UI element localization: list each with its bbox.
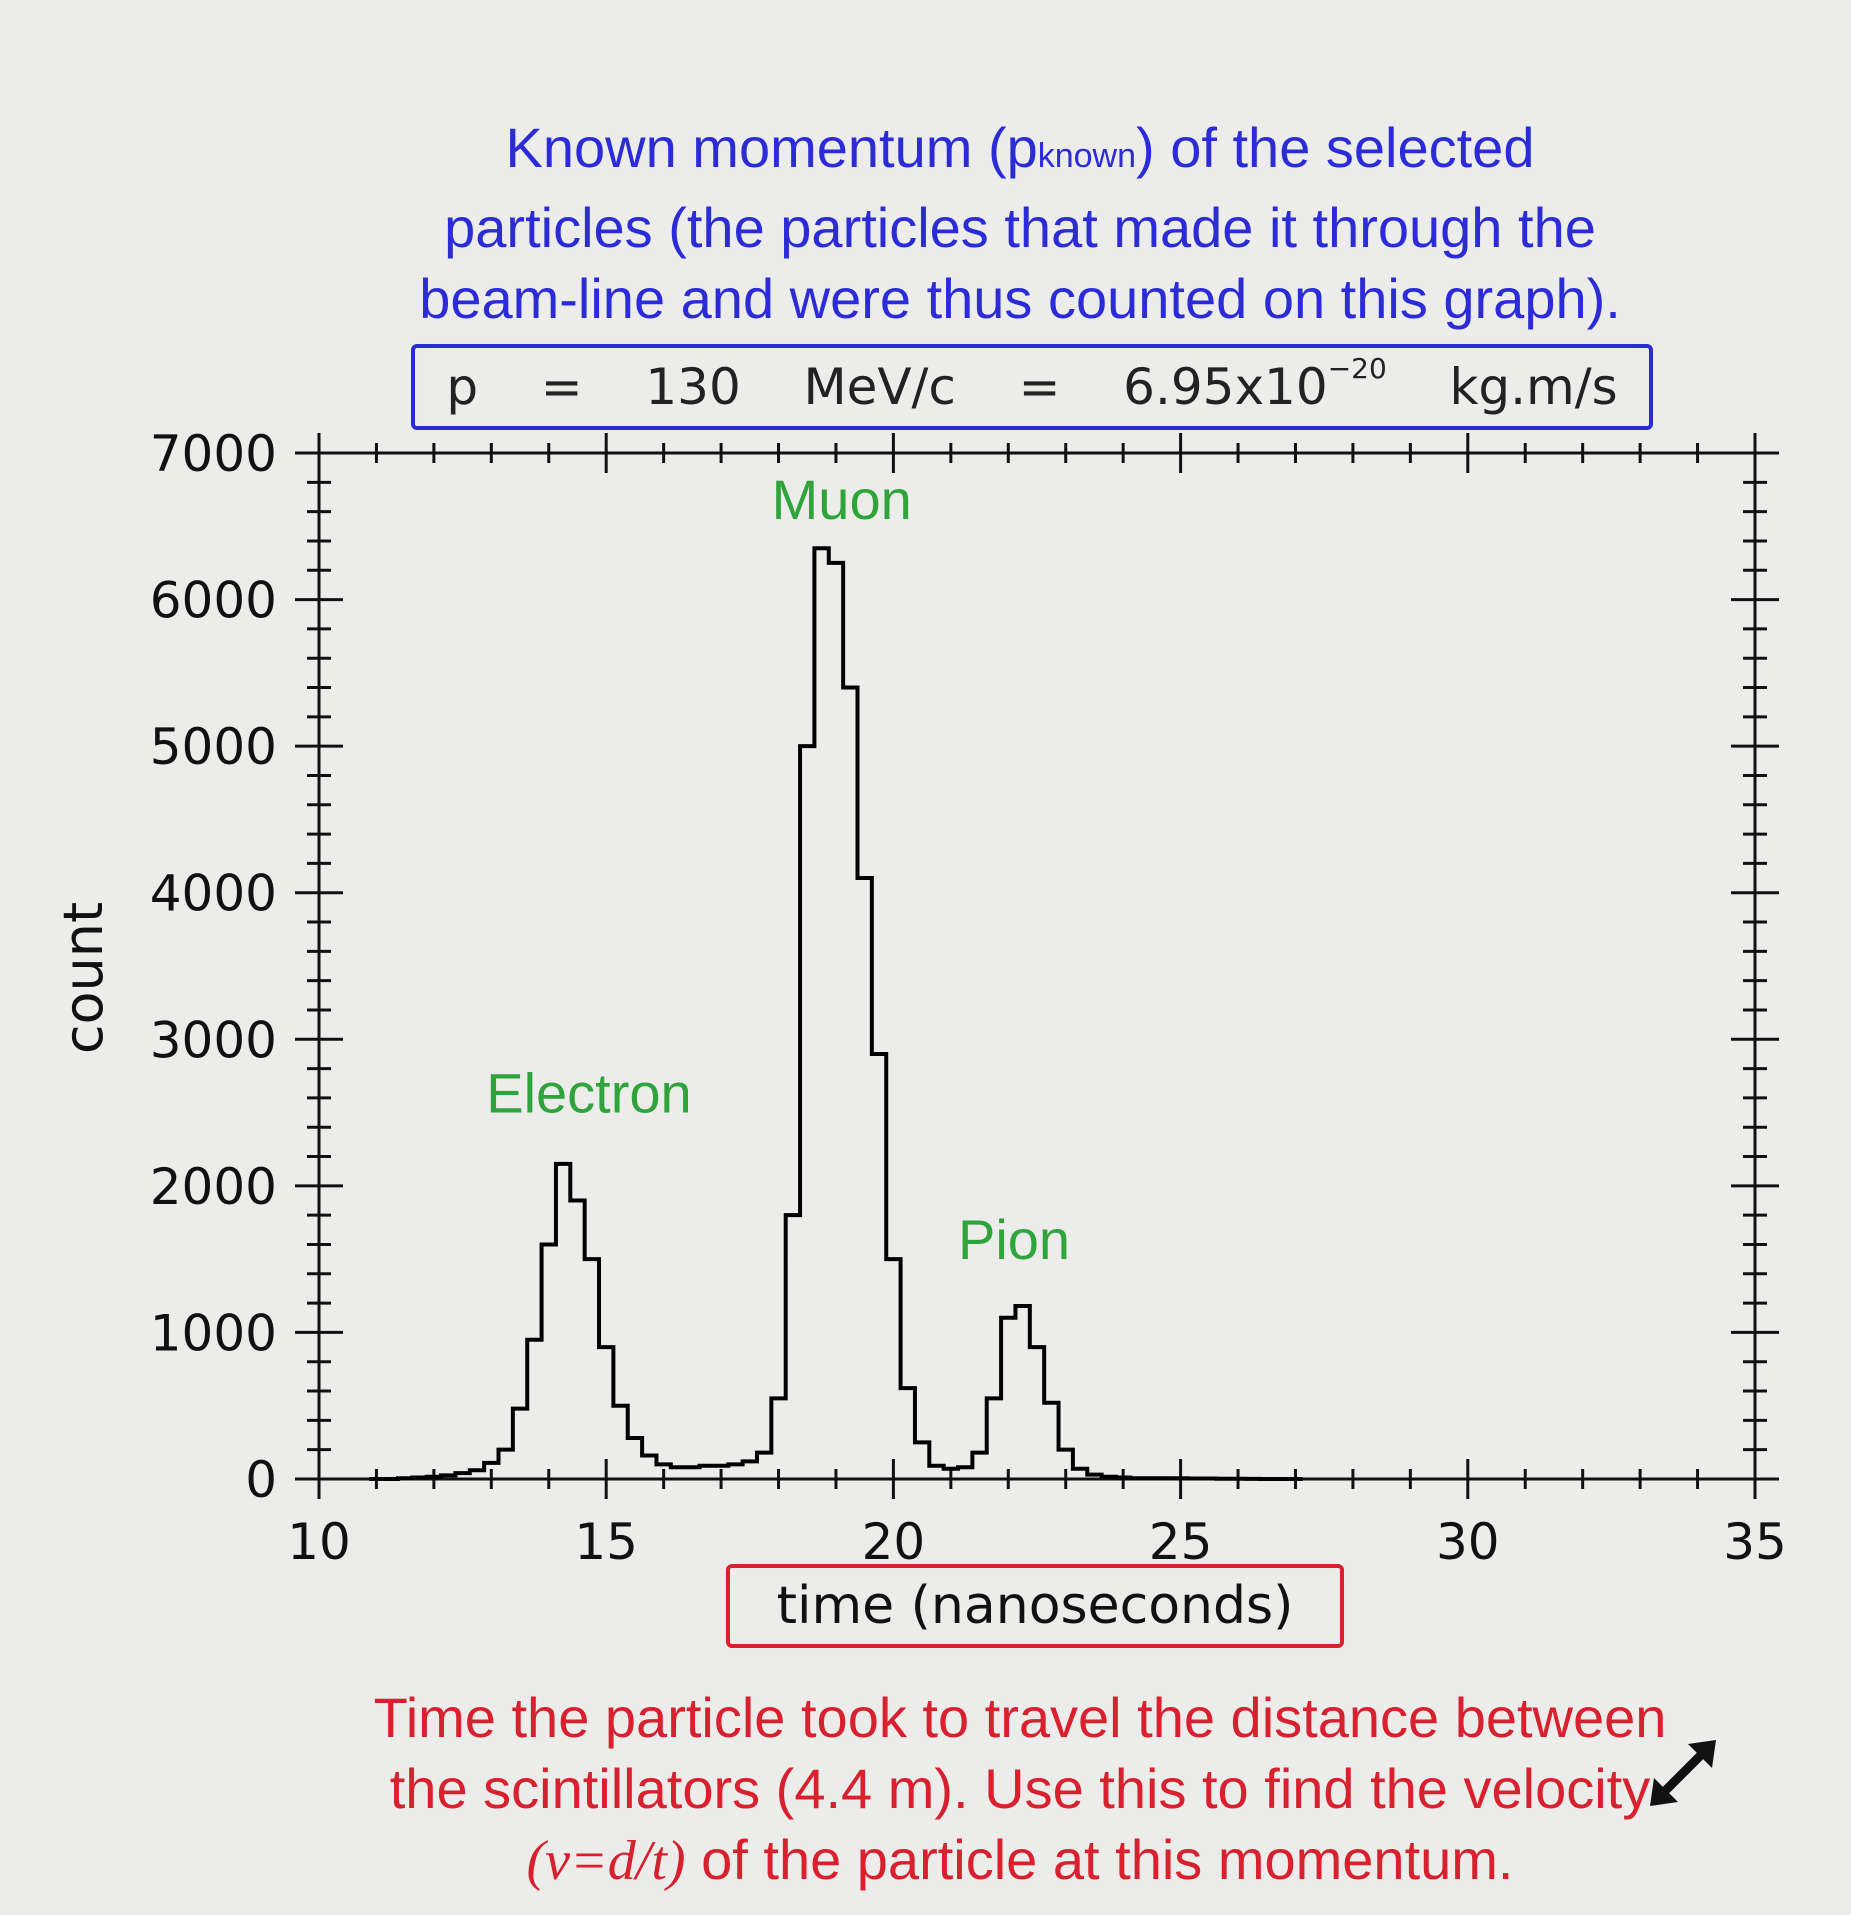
time-note-line3: (v=d/t) of the particle at this momentum… (526, 1828, 1514, 1892)
y-tick-label: 7000 (150, 425, 277, 483)
time-note: Time the particle took to travel the dis… (300, 1682, 1740, 1897)
tick-labels: 10 15 20 25 30 35 0 1000 2000 3000 4000 5000 6000 700… (150, 425, 1787, 1571)
momentum-note-line3: beam-line and were thus counted on this … (419, 267, 1621, 330)
y-tick-label: 0 (245, 1451, 277, 1509)
histogram-series-line (369, 546, 1303, 1481)
momentum-note-line2: particles (the particles that made it th… (444, 196, 1596, 259)
x-tick-label: 20 (862, 1513, 926, 1571)
resize-arrows-icon[interactable] (1640, 1730, 1726, 1816)
plot-frame (317, 451, 1757, 1481)
x-tick-label: 10 (287, 1513, 351, 1571)
x-axis-label: time (nanoseconds) (776, 1576, 1294, 1636)
y-axis-label: count (52, 902, 115, 1054)
momentum-value-box: p = 130 MeV/c = 6.95x10−20 kg.m/s (411, 344, 1653, 430)
y-tick-label: 6000 (150, 572, 277, 630)
y-tick-label: 4000 (150, 865, 277, 923)
peak-label-electron: Electron (486, 1062, 691, 1125)
time-note-line2: the scintillators (4.4 m). Use this to f… (389, 1757, 1651, 1820)
momentum-equals-2: = (1018, 358, 1061, 416)
momentum-equals-1: = (540, 358, 583, 416)
peak-label-pion: Pion (958, 1208, 1070, 1271)
momentum-si-value: 6.95x10−20 (1123, 352, 1387, 416)
axes (317, 451, 1757, 1481)
y-tick-label: 5000 (150, 718, 277, 776)
momentum-si-unit: kg.m/s (1449, 358, 1618, 416)
y-tick-label: 2000 (150, 1158, 277, 1216)
x-axis-label-box: time (nanoseconds) (726, 1564, 1344, 1648)
time-note-line1: Time the particle took to travel the dis… (373, 1686, 1667, 1749)
x-tick-label: 30 (1436, 1513, 1500, 1571)
peak-label-muon: Muon (772, 468, 912, 531)
momentum-unit: MeV/c (803, 358, 956, 416)
y-tick-label: 3000 (150, 1011, 277, 1069)
momentum-note: Known momentum (pknown) of the selected … (300, 112, 1740, 334)
momentum-note-line1: Known momentum (pknown) of the selected (505, 116, 1535, 179)
ticks (295, 433, 1779, 1499)
y-tick-label: 1000 (150, 1304, 277, 1362)
momentum-value: 130 (645, 358, 741, 416)
x-tick-label: 35 (1723, 1513, 1787, 1571)
momentum-symbol: p (446, 358, 479, 416)
x-tick-label: 15 (574, 1513, 638, 1571)
peak-annotations: Electron Muon Pion (486, 468, 1070, 1271)
x-tick-label: 25 (1149, 1513, 1213, 1571)
